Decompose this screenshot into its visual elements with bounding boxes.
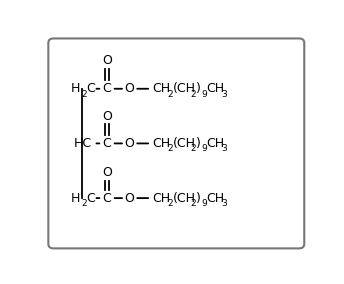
Text: CH: CH — [206, 82, 224, 95]
Text: C: C — [103, 137, 111, 150]
Text: CH: CH — [206, 192, 224, 204]
Text: C: C — [103, 192, 111, 204]
Text: (CH: (CH — [173, 82, 196, 95]
Text: CH: CH — [152, 137, 170, 150]
Text: 2: 2 — [191, 144, 196, 153]
Text: C: C — [103, 82, 111, 95]
Text: ): ) — [195, 82, 200, 95]
Text: 2: 2 — [81, 199, 87, 208]
Text: O: O — [125, 82, 135, 95]
Text: 3: 3 — [222, 144, 227, 153]
Text: 2: 2 — [191, 199, 196, 208]
Text: 2: 2 — [168, 90, 173, 99]
Text: CH: CH — [152, 82, 170, 95]
Text: HC: HC — [74, 137, 92, 150]
Text: H: H — [71, 82, 80, 95]
Text: ): ) — [195, 137, 200, 150]
Text: O: O — [102, 166, 112, 179]
Text: O: O — [125, 137, 135, 150]
Text: 2: 2 — [168, 144, 173, 153]
Text: 9: 9 — [201, 144, 207, 153]
Text: (CH: (CH — [173, 192, 196, 204]
Text: 9: 9 — [201, 199, 207, 208]
Text: (CH: (CH — [173, 137, 196, 150]
Text: 3: 3 — [222, 199, 227, 208]
Text: 3: 3 — [222, 90, 227, 99]
Text: 9: 9 — [201, 90, 207, 99]
Text: O: O — [102, 110, 112, 123]
Text: 2: 2 — [81, 90, 87, 99]
Text: O: O — [102, 54, 112, 67]
Text: C: C — [86, 192, 95, 204]
Text: 2: 2 — [168, 199, 173, 208]
Text: CH: CH — [206, 137, 224, 150]
Text: CH: CH — [152, 192, 170, 204]
Text: O: O — [125, 192, 135, 204]
Text: ): ) — [195, 192, 200, 204]
Text: H: H — [71, 192, 80, 204]
FancyBboxPatch shape — [48, 38, 304, 248]
Text: 2: 2 — [191, 90, 196, 99]
Text: C: C — [86, 82, 95, 95]
